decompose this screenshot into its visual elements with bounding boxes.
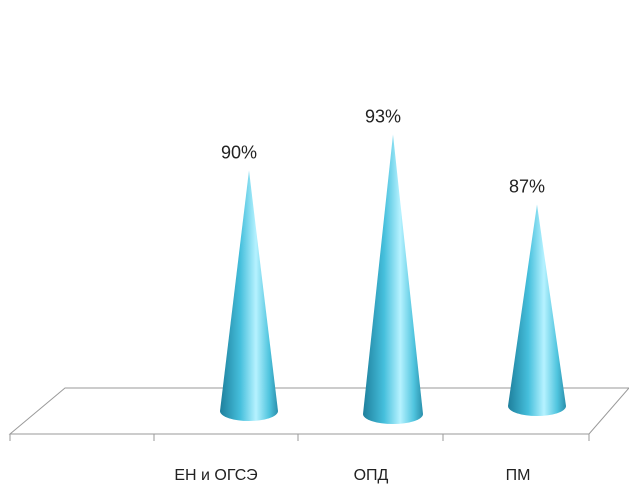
data-label-2: 87% [509,177,545,197]
cone-1 [363,134,423,424]
data-label-0: 90% [221,143,257,163]
category-label-2: ПМ [506,467,531,484]
cone-2 [508,204,566,416]
cone-0 [220,170,278,421]
cone-series [220,134,566,424]
cone-body-2 [508,204,566,416]
cone-body-1 [363,134,423,424]
cone-body-0 [220,170,278,421]
category-label-1: ОПД [354,467,389,484]
category-label-0: ЕН и ОГСЭ [174,467,257,484]
data-label-1: 93% [365,107,401,127]
